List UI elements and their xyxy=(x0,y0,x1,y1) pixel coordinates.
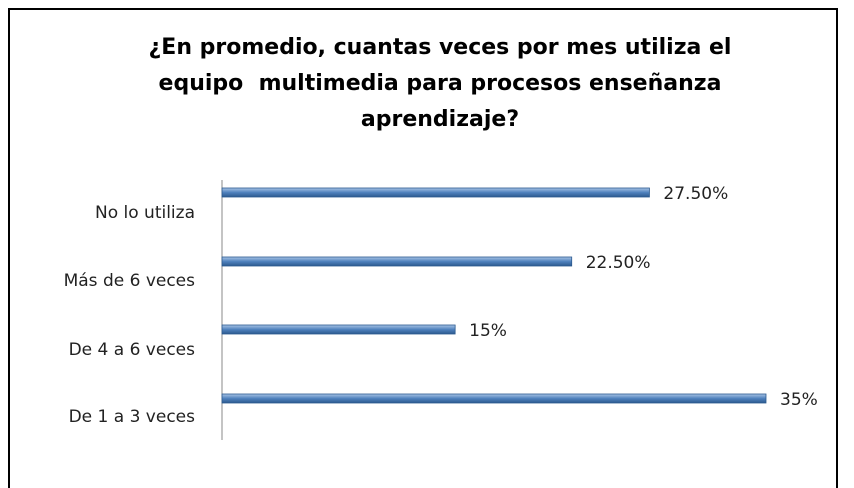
value-label: 22.50% xyxy=(586,253,651,273)
value-label: 35% xyxy=(780,390,818,410)
category-label: De 4 a 6 veces xyxy=(69,340,196,360)
value-label: 15% xyxy=(469,321,507,341)
category-label: De 1 a 3 veces xyxy=(69,407,196,427)
chart-title: ¿En promedio, cuantas veces por mes util… xyxy=(148,35,740,132)
category-label: No lo utiliza xyxy=(95,203,195,223)
bar xyxy=(221,187,650,198)
chart-frame xyxy=(8,8,838,488)
chart: No lo utiliza 27.50% Más de 6 veces 22.50% D… xyxy=(64,180,818,440)
bar xyxy=(221,393,767,404)
bar xyxy=(221,256,573,267)
value-label: 27.50% xyxy=(663,184,728,204)
page: {"chart_data": {"type": "barh", "title":… xyxy=(8,8,838,488)
bar xyxy=(221,324,456,335)
category-label: Más de 6 veces xyxy=(64,271,196,291)
